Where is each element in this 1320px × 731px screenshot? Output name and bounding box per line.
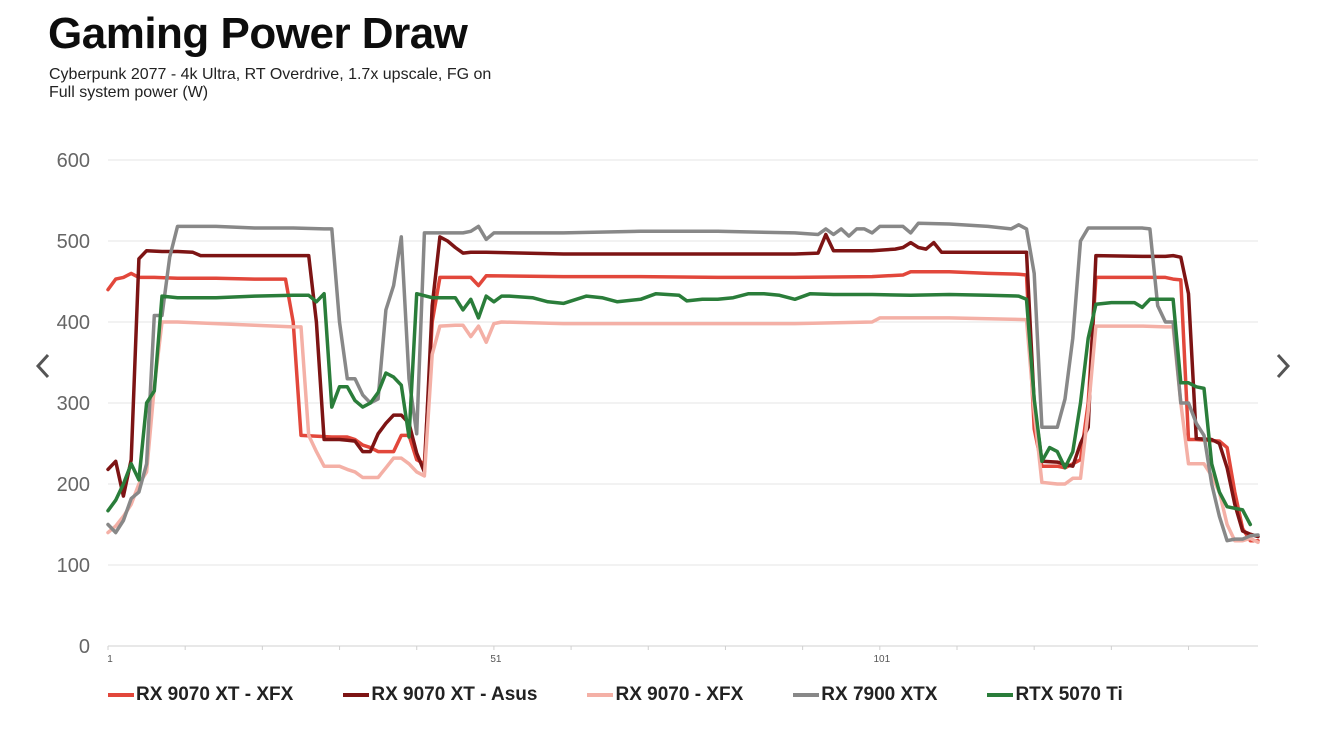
chart-legend: RX 9070 XT - XFX RX 9070 XT - Asus RX 9070… [108, 684, 1123, 706]
chart-subtitle: Cyberpunk 2077 - 4k Ultra, RT Overdrive,… [49, 66, 491, 102]
subtitle-line-2: Full system power (W) [49, 84, 209, 101]
legend-label: RTX 5070 Ti [1015, 684, 1123, 705]
chart-gridlines [108, 159, 1258, 647]
y-tick-label: 400 [57, 312, 90, 334]
legend-swatch [987, 693, 1014, 697]
series-line-1 [106, 270, 1260, 543]
chart-series [106, 221, 1260, 545]
x-axis-ticks: 1 51 101 [107, 646, 1190, 665]
legend-item: RTX 5070 Ti [987, 684, 1123, 706]
x-tick-label: 51 [490, 654, 502, 665]
legend-swatch [108, 693, 134, 697]
chevron-right-icon[interactable] [1268, 348, 1298, 384]
series-line-3 [106, 316, 1260, 545]
chevron-left-icon[interactable] [28, 348, 58, 384]
series-line-4 [106, 221, 1260, 543]
series-line-2 [106, 232, 1260, 539]
legend-label: RX 9070 XT - Asus [371, 684, 538, 705]
series-line-5 [106, 291, 1253, 527]
y-tick-label: 200 [57, 474, 90, 496]
legend-item: RX 9070 - XFX [587, 684, 743, 706]
legend-item: RX 9070 XT - Asus [343, 684, 537, 706]
legend-label: RX 9070 XT - XFX [136, 684, 294, 705]
legend-label: RX 7900 XTX [821, 684, 938, 705]
legend-item: RX 9070 XT - XFX [108, 684, 293, 706]
x-tick-label: 101 [873, 654, 890, 665]
y-axis-ticks: 0 100 200 300 400 500 600 [57, 150, 90, 658]
x-tick-label: 1 [107, 654, 113, 665]
subtitle-line-1: Cyberpunk 2077 - 4k Ultra, RT Overdrive,… [49, 66, 492, 83]
y-tick-label: 100 [57, 555, 90, 577]
legend-label: RX 9070 - XFX [615, 684, 744, 705]
y-tick-label: 300 [57, 393, 90, 415]
legend-swatch [343, 693, 370, 697]
y-tick-label: 500 [57, 231, 90, 253]
chart-title: Gaming Power Draw [48, 9, 468, 58]
y-tick-label: 600 [57, 150, 90, 172]
y-tick-label: 0 [79, 636, 90, 658]
legend-item: RX 7900 XTX [793, 684, 937, 706]
legend-swatch [587, 693, 614, 697]
legend-swatch [793, 693, 820, 697]
line-chart: 0 100 200 300 400 500 600 1 51 101 [57, 150, 1260, 665]
